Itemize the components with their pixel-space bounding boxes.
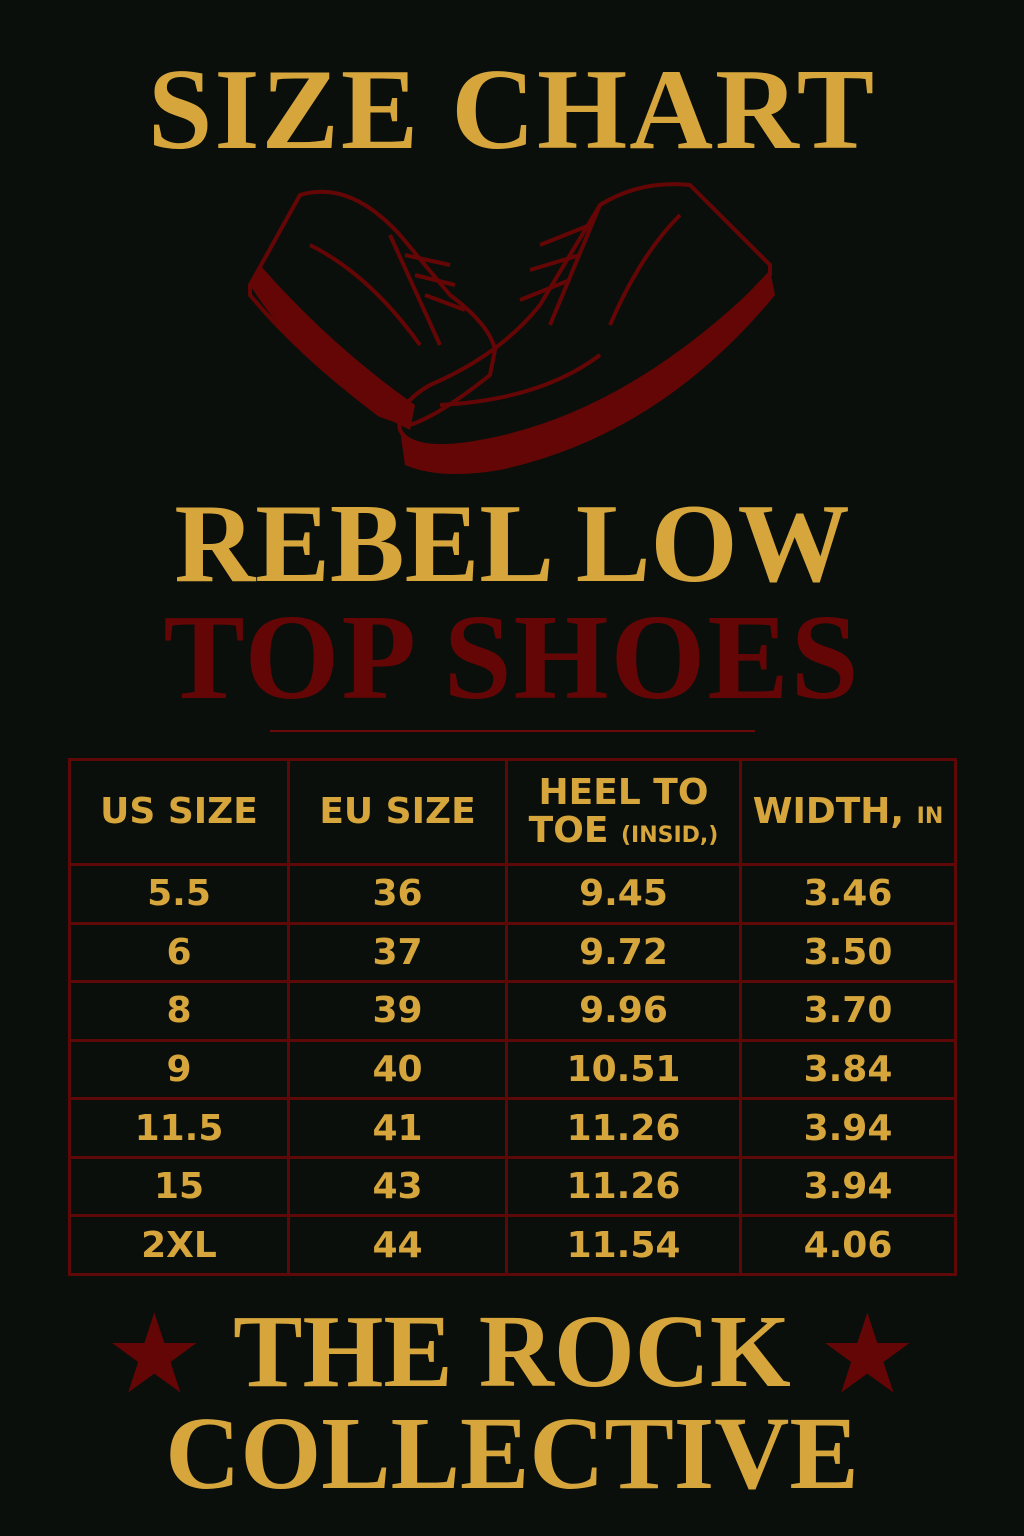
- cell-eu-size: 40: [287, 1038, 508, 1101]
- header-heel-to-toe: HEEL TO TOE (INSID,): [505, 758, 742, 866]
- cell-eu-size: 37: [287, 921, 508, 984]
- cell-heel-to-toe: 11.26: [505, 1097, 742, 1159]
- cell-heel-to-toe: 9.45: [505, 863, 742, 925]
- cell-heel-to-toe: 9.72: [505, 921, 742, 984]
- cell-heel-to-toe: 11.26: [505, 1155, 742, 1218]
- table-header-row: US SIZE EU SIZE HEEL TO TOE (INSID,) WID…: [68, 758, 957, 866]
- cell-eu-size: 43: [287, 1155, 508, 1218]
- product-name-line1: REBEL LOW: [174, 482, 850, 606]
- brand-line1: THE ROCK: [233, 1294, 791, 1409]
- table-row: 11.5 41 11.26 3.94: [68, 1097, 957, 1159]
- star-icon: ★: [105, 1294, 204, 1416]
- sneakers-icon: [248, 182, 775, 474]
- cell-width: 3.84: [739, 1038, 957, 1101]
- cell-heel-to-toe: 9.96: [505, 980, 742, 1042]
- cell-eu-size: 39: [287, 980, 508, 1042]
- cell-heel-to-toe: 11.54: [505, 1214, 742, 1276]
- cell-us-size: 11.5: [68, 1097, 290, 1159]
- cell-us-size: 2XL: [68, 1214, 290, 1276]
- header-us-size: US SIZE: [68, 758, 290, 866]
- divider: [270, 730, 755, 732]
- table-row: 5.5 36 9.45 3.46: [68, 863, 957, 925]
- cell-us-size: 8: [68, 980, 290, 1042]
- table-row: 6 37 9.72 3.50: [68, 921, 957, 984]
- header-width: WIDTH, IN: [739, 758, 957, 866]
- cell-eu-size: 41: [287, 1097, 508, 1159]
- cell-width: 3.94: [739, 1155, 957, 1218]
- cell-width: 4.06: [739, 1214, 957, 1276]
- cell-eu-size: 44: [287, 1214, 508, 1276]
- cell-eu-size: 36: [287, 863, 508, 925]
- size-table: US SIZE EU SIZE HEEL TO TOE (INSID,) WID…: [68, 758, 957, 1276]
- cell-us-size: 6: [68, 921, 290, 984]
- cell-us-size: 9: [68, 1038, 290, 1101]
- table-row: 15 43 11.26 3.94: [68, 1155, 957, 1218]
- cell-width: 3.50: [739, 921, 957, 984]
- cell-width: 3.94: [739, 1097, 957, 1159]
- page-title: SIZE CHART: [147, 46, 877, 174]
- star-icon: ★: [818, 1294, 917, 1416]
- cell-width: 3.46: [739, 863, 957, 925]
- cell-us-size: 15: [68, 1155, 290, 1218]
- cell-heel-to-toe: 10.51: [505, 1038, 742, 1101]
- table-row: 8 39 9.96 3.70: [68, 980, 957, 1042]
- brand-line2: COLLECTIVE: [165, 1396, 859, 1511]
- table-row: 9 40 10.51 3.84: [68, 1038, 957, 1101]
- product-name-line2: TOP SHOES: [163, 590, 861, 725]
- table-row: 2XL 44 11.54 4.06: [68, 1214, 957, 1276]
- header-eu-size: EU SIZE: [287, 758, 508, 866]
- cell-width: 3.70: [739, 980, 957, 1042]
- cell-us-size: 5.5: [68, 863, 290, 925]
